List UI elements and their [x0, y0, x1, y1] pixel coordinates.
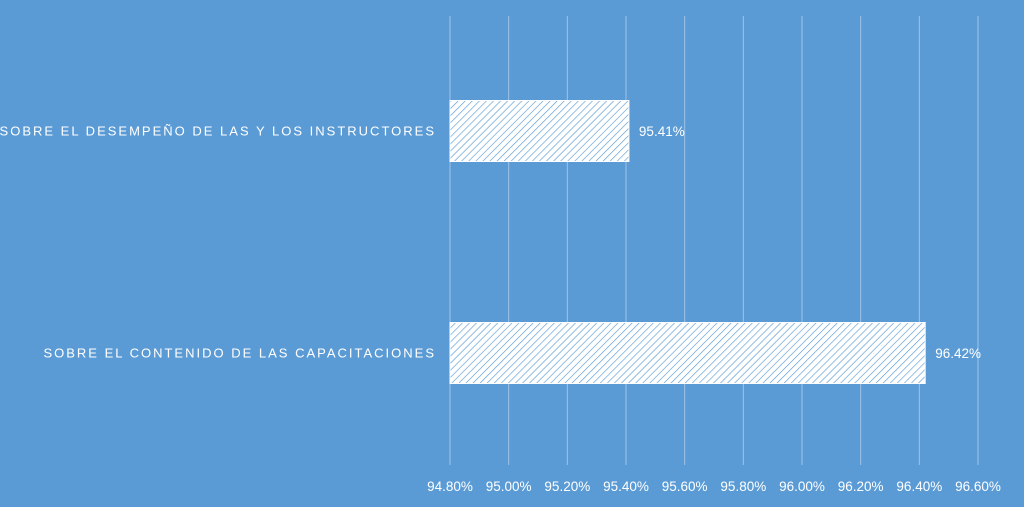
gridlines — [449, 16, 979, 465]
category-label: SOBRE EL DESEMPEÑO DE LAS Y LOS INSTRUCT… — [0, 124, 436, 139]
x-tick-label: 95.60% — [662, 479, 708, 494]
x-tick-label: 96.40% — [896, 479, 942, 494]
labels: 94.80% 95.00% 95.20% 95.40% 95.60% 95.80% 96.0… — [0, 124, 1001, 495]
x-tick-label: 95.40% — [603, 479, 649, 494]
data-label: 95.41% — [639, 124, 685, 139]
x-tick-label: 95.00% — [486, 479, 532, 494]
x-tick-label: 96.00% — [779, 479, 825, 494]
x-tick-label: 95.20% — [544, 479, 590, 494]
x-tick-label: 95.80% — [720, 479, 766, 494]
x-tick-label: 96.20% — [838, 479, 884, 494]
x-tick-label: 94.80% — [427, 479, 473, 494]
bars — [449, 100, 926, 384]
bar — [449, 322, 926, 384]
x-tick-label: 96.60% — [955, 479, 1001, 494]
category-label: SOBRE EL CONTENIDO DE LAS CAPACITACIONES — [43, 346, 436, 361]
bar — [449, 100, 630, 162]
data-label: 96.42% — [935, 346, 981, 361]
